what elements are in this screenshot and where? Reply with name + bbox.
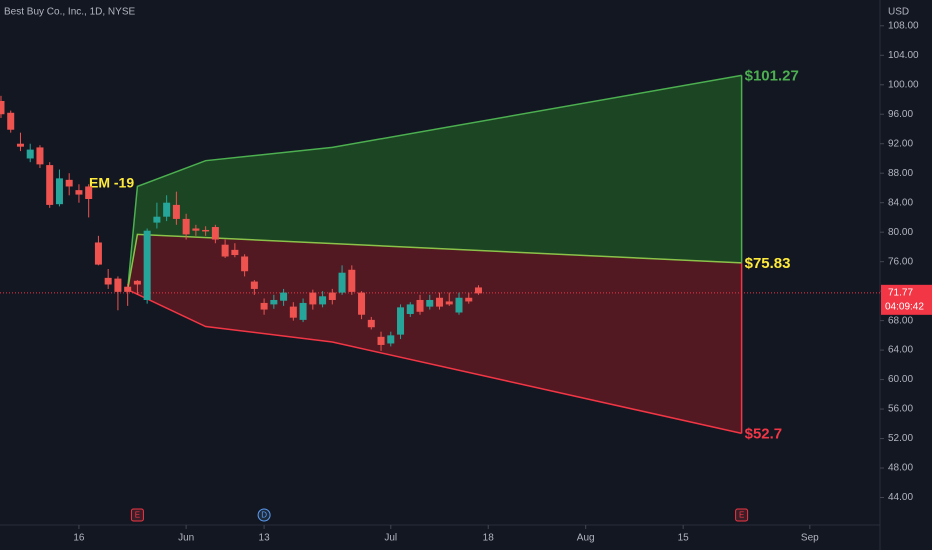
- x-tick-label: 13: [259, 533, 271, 544]
- candle-body: [348, 269, 356, 292]
- candle-body: [387, 335, 395, 344]
- candle-body: [153, 216, 161, 223]
- countdown-label: 04:09:42: [885, 301, 924, 312]
- candle-body: [445, 301, 453, 305]
- candle-body: [65, 179, 73, 187]
- candle-body: [397, 307, 405, 335]
- last-price-box: [881, 284, 932, 315]
- candle-body: [319, 296, 327, 305]
- candle-body: [172, 204, 180, 219]
- candle-body: [85, 186, 93, 200]
- candle-body: [250, 281, 258, 289]
- candle-body: [270, 299, 278, 305]
- candle-body: [406, 304, 414, 314]
- y-tick-label: 96.00: [888, 109, 913, 120]
- candle-body: [133, 280, 141, 285]
- middle-range-line: [126, 233, 742, 290]
- upper-range-label: $101.27: [745, 67, 799, 84]
- y-tick-label: 52.00: [888, 433, 913, 444]
- candle-body: [124, 286, 132, 292]
- candle-body: [211, 227, 219, 240]
- x-tick-label: 15: [678, 533, 690, 544]
- y-tick-label: 60.00: [888, 374, 913, 385]
- y-tick-label: 80.00: [888, 227, 913, 238]
- candle-body: [436, 297, 444, 307]
- candle-body: [75, 190, 83, 195]
- y-tick-label: 76.00: [888, 256, 913, 267]
- y-tick-label: 56.00: [888, 404, 913, 415]
- y-tick-label: 68.00: [888, 315, 913, 326]
- upper-range-fill: [127, 75, 742, 290]
- event-label: D: [261, 511, 267, 520]
- candle-body: [94, 242, 102, 265]
- y-tick-label: 92.00: [888, 138, 913, 149]
- candle-body: [104, 277, 112, 285]
- candle-body: [426, 299, 434, 307]
- candle-body: [474, 287, 482, 294]
- candle-body: [0, 100, 5, 115]
- candle-body: [338, 272, 346, 293]
- candle-body: [455, 297, 463, 313]
- candle-body: [221, 244, 229, 257]
- event-marker: [130, 508, 144, 522]
- chart-title: Best Buy Co., Inc., 1D, NYSE: [4, 7, 135, 18]
- last-price-label: 71.77: [888, 287, 913, 298]
- y-tick-label: 84.00: [888, 197, 913, 208]
- y-tick-label: 104.00: [888, 50, 919, 61]
- middle-range-label: $75.83: [745, 255, 791, 272]
- candle-body: [16, 143, 24, 147]
- y-tick-label: 108.00: [888, 20, 919, 31]
- x-tick-label: Jun: [178, 533, 194, 544]
- candle-body: [143, 230, 151, 300]
- candle-body: [163, 202, 171, 217]
- candle-body: [202, 229, 210, 232]
- y-tick-label: 88.00: [888, 168, 913, 179]
- currency-label: USD: [888, 7, 909, 18]
- y-tick-label: 64.00: [888, 345, 913, 356]
- lower-range-fill: [127, 234, 742, 434]
- candle-body: [309, 292, 317, 305]
- x-tick-label: 18: [483, 533, 495, 544]
- event-label: E: [739, 511, 744, 520]
- x-tick-label: Sep: [801, 533, 819, 544]
- candle-body: [46, 165, 54, 205]
- candle-body: [36, 147, 44, 165]
- candle-body: [377, 336, 385, 345]
- candle-body: [416, 299, 424, 312]
- candle-body: [241, 256, 249, 272]
- candle-body: [289, 306, 297, 318]
- candle-body: [328, 292, 336, 300]
- candle-body: [7, 112, 15, 130]
- x-tick-label: Jul: [384, 533, 397, 544]
- candle-body: [260, 302, 268, 310]
- candle-body: [358, 292, 366, 315]
- candle-body: [114, 278, 122, 292]
- upper-range-line: [126, 74, 742, 290]
- candle-body: [367, 319, 375, 328]
- candle-body: [26, 149, 34, 159]
- candle-body: [299, 302, 307, 320]
- annotation: EM -19: [89, 175, 134, 191]
- y-tick-label: 44.00: [888, 492, 913, 503]
- event-marker: [257, 508, 271, 522]
- candle-body: [182, 218, 190, 235]
- event-label: E: [135, 511, 140, 520]
- lower-range-line: [127, 288, 742, 435]
- candle-body: [465, 297, 473, 302]
- candle-body: [192, 228, 200, 231]
- lower-range-label: $52.7: [745, 425, 783, 442]
- event-marker: [735, 508, 749, 522]
- candle-body: [280, 292, 288, 301]
- candle-body: [231, 249, 239, 256]
- y-tick-label: 100.00: [888, 79, 919, 90]
- y-tick-label: 48.00: [888, 463, 913, 474]
- x-tick-label: Aug: [577, 533, 595, 544]
- candle-body: [55, 178, 63, 205]
- x-tick-label: 16: [73, 533, 85, 544]
